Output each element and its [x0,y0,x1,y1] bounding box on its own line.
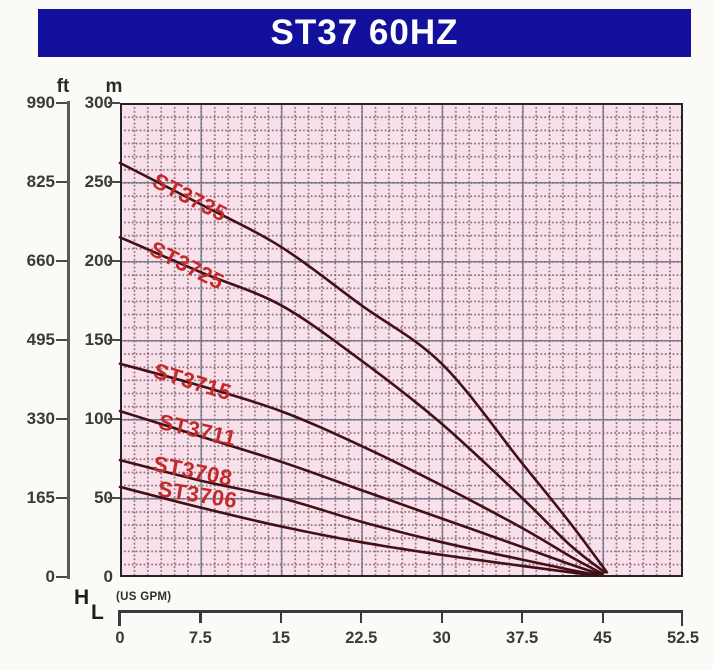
ft-axis-label-165: 165 [26,488,55,507]
m-axis-label-50: 50 [94,488,113,507]
m-tick [108,417,120,421]
ft-tick [56,180,67,184]
y-axis-unit-m: m [105,76,123,97]
x-axis-label-45: 45 [593,629,612,647]
x-axis-tick [199,610,202,623]
chart-title: ST37 60HZ [270,13,459,52]
m-axis-label-100: 100 [84,409,113,428]
ft-tick [56,575,67,579]
x-axis-label-37-5: 37.5 [506,629,539,647]
ft-tick [56,417,67,421]
flow-axis-marker: L [91,601,104,624]
x-axis-label-0: 0 [115,629,125,647]
m-axis-label-0: 0 [103,567,113,586]
y-axis-unit-ft: ft [56,76,70,97]
m-axis-label-250: 250 [84,172,113,191]
x-axis-label-7-5: 7.5 [188,629,212,647]
ft-tick [56,496,67,500]
m-tick [108,496,120,500]
ft-tick [56,259,67,263]
m-tick [108,338,120,342]
m-axis-label-300: 300 [84,93,113,112]
x-axis-label-52-5: 52.5 [666,629,700,647]
title-bar: ST37 60HZ [38,9,691,57]
x-axis-label-15: 15 [271,629,291,647]
ft-axis-label-0: 0 [45,567,55,586]
m-tick [108,259,120,263]
x-axis-label-30: 30 [432,629,451,647]
x-axis-tick [440,610,443,623]
us-gpm-unit-label: (US GPM) [116,591,172,603]
x-axis-tick [118,610,121,626]
x-axis-label-22-5: 22.5 [345,629,378,647]
m-tick [108,180,120,184]
x-axis-tick [601,610,604,623]
ft-axis-label-990: 990 [26,93,55,112]
ft-tick [56,338,67,342]
ft-axis-label-330: 330 [26,409,55,428]
m-axis-label-200: 200 [84,251,113,270]
head-axis-marker: H [74,586,90,609]
m-tick [108,101,120,105]
ft-axis-label-495: 495 [26,330,55,349]
m-axis-label-150: 150 [84,330,113,349]
x-axis-tick [680,610,683,626]
x-axis-line [118,610,683,613]
x-axis-tick [521,610,524,623]
ft-axis-label-660: 660 [26,251,55,270]
x-axis-tick [360,610,363,623]
ft-axis-label-825: 825 [26,172,55,191]
ft-tick [56,101,67,105]
ft-axis-line [67,101,70,579]
x-axis-tick [279,610,283,623]
